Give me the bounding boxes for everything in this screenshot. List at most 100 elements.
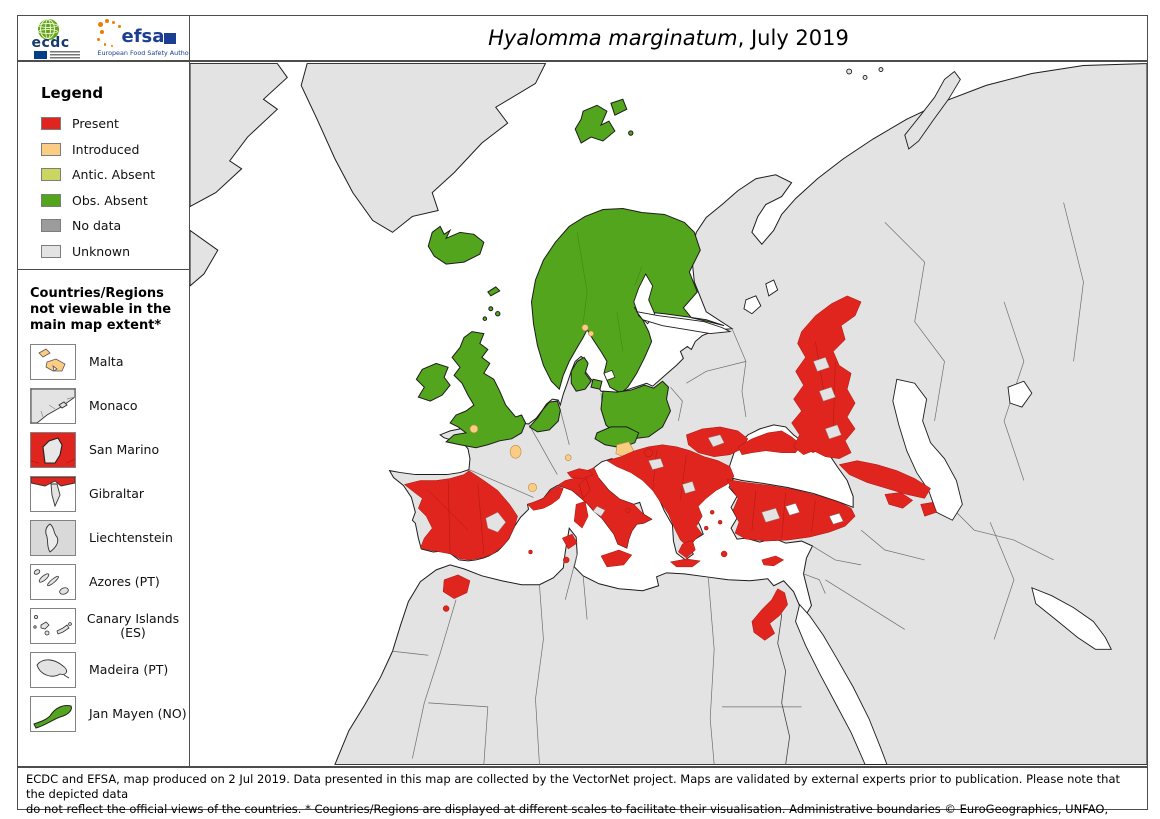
lake-ladoga <box>743 295 762 315</box>
red-sea <box>795 603 888 765</box>
inset-liechtenstein: Liechtenstein <box>30 520 189 556</box>
azores-thumbnail-map <box>30 564 76 600</box>
map-region-south-russia-present <box>791 295 862 459</box>
swatch-no-data <box>41 219 61 232</box>
sw-france-introduced-spot <box>528 482 537 492</box>
map-region-faroe <box>495 311 501 317</box>
san-marino-thumbnail-map <box>30 432 76 468</box>
eu-flag-icon <box>33 51 47 59</box>
madeira-thumbnail-map <box>30 652 76 688</box>
malta-thumbnail-map <box>30 344 76 380</box>
gulf-of-finland <box>635 311 732 335</box>
legend-title: Legend <box>41 84 104 102</box>
inset-malta: Malta <box>30 344 189 380</box>
map-region-rhodes-present <box>720 550 728 558</box>
aral-sea <box>1007 380 1033 408</box>
liechtenstein-thumbnail-map <box>30 520 76 556</box>
europe-map-svg <box>190 63 1147 765</box>
map-region-balkans-present <box>606 444 735 548</box>
legend-item-introduced: Introduced <box>41 142 189 157</box>
map-region-peloponnese-present <box>678 539 696 559</box>
jan-mayen-thumbnail-map <box>30 696 76 732</box>
map-region-benelux <box>528 400 561 433</box>
map-region-orkney <box>482 316 488 321</box>
map-region-uk <box>445 331 527 449</box>
map-region-tunisia-present <box>561 533 578 550</box>
inset-canary-islands: Canary Islands (ES) <box>30 608 189 644</box>
gibraltar-thumbnail-map <box>30 476 76 512</box>
lake-vanern <box>603 369 616 381</box>
persian-gulf <box>1031 586 1112 650</box>
map-regions-obs-absent <box>415 98 672 522</box>
inset-san-marino: San Marino <box>30 432 189 468</box>
legend-panel: Legend Present Introduced Antic. Absent … <box>17 61 190 270</box>
swatch-unknown <box>41 244 61 258</box>
canary-islands-thumbnail-map <box>30 608 76 644</box>
swiss-introduced-spot <box>564 454 572 461</box>
inset-gibraltar: Gibraltar <box>30 476 189 512</box>
title-suffix: , July 2019 <box>737 26 849 50</box>
footnote-panel: ECDC and EFSA, map produced on 2 Jul 201… <box>17 767 1148 819</box>
inland-seas <box>743 279 1112 765</box>
map-region-svalbard <box>574 104 616 144</box>
swatch-introduced <box>41 142 61 156</box>
paris-introduced-spot <box>509 444 522 459</box>
title-bar: Hyalomma marginatum, July 2019 <box>189 15 1148 61</box>
map-region-fennoscandia-obs-absent <box>531 208 732 394</box>
lake-onega <box>765 279 779 297</box>
swatch-antic-absent <box>41 168 61 181</box>
map-region-hungary-present-spot <box>644 448 653 457</box>
legend-item-unknown: Unknown <box>41 244 189 259</box>
map-region-povalley-present <box>566 468 594 479</box>
legend-item-antic-absent: Antic. Absent <box>41 167 189 182</box>
legend-item-no-data: No data <box>41 218 189 233</box>
inset-panel-title: Countries/Regions not viewable in the ma… <box>30 286 172 333</box>
ecdc-globe-icon <box>37 19 59 40</box>
map-region-denmark-isles <box>590 378 603 390</box>
map-regions-introduced <box>469 424 635 492</box>
swatch-obs-absent <box>41 193 61 207</box>
inset-jan-mayen: Jan Mayen (NO) <box>30 696 189 732</box>
inset-monaco: Monaco <box>30 388 189 424</box>
map-region-sicily-present <box>600 549 633 568</box>
map-region-cyprus-present <box>761 555 785 567</box>
map-region-denmark <box>570 356 592 392</box>
map-region-ireland <box>415 362 451 402</box>
page-title: Hyalomma marginatum, July 2019 <box>488 26 849 50</box>
efsa-wordmark: efsa <box>121 26 165 47</box>
nuts-region-lines <box>428 341 836 554</box>
map-region-greenland-canada <box>190 63 547 287</box>
ecdc-logo: ecdc <box>24 18 86 59</box>
inset-madeira: Madeira (PT) <box>30 652 189 688</box>
turkey-lakes <box>785 503 844 525</box>
ecdc-smallprint <box>49 51 80 59</box>
uk-introduced-spot <box>469 424 479 434</box>
map-regions-present <box>403 295 937 641</box>
inset-azores: Azores (PT) <box>30 564 189 600</box>
nile-river <box>775 591 791 765</box>
swatch-present <box>41 117 61 130</box>
caspian-sea <box>892 378 963 521</box>
map-region-jan-mayen <box>487 286 501 297</box>
map-region-arctic-islands <box>846 67 961 150</box>
map-region-svalbard-ne <box>610 98 628 116</box>
footnote-line2: do not reflect the official views of the… <box>26 802 1109 819</box>
map-region-iceland <box>427 225 485 265</box>
map-region-menorca-present <box>625 507 631 513</box>
map-region-iberia-present <box>403 470 518 561</box>
main-map <box>189 61 1148 767</box>
map-region-egypt-present <box>751 588 788 641</box>
oslo-introduced-spot2 <box>588 330 594 337</box>
legend-item-obs-absent: Obs. Absent <box>41 193 189 208</box>
monaco-thumbnail-map <box>30 388 76 424</box>
map-region-morocco-present <box>442 574 471 599</box>
footnote-line1: ECDC and EFSA, map produced on 2 Jul 201… <box>26 772 1120 801</box>
gulf-of-bothnia <box>633 273 656 325</box>
efsa-logo: efsa European Food Safety Authority <box>96 18 199 58</box>
map-region-corsica-present <box>578 478 591 499</box>
map-region-sardinia-present <box>573 501 589 529</box>
map-region-crete-present <box>669 558 701 568</box>
species-name: Hyalomma marginatum <box>488 26 738 50</box>
efsa-square-icon <box>163 33 176 44</box>
